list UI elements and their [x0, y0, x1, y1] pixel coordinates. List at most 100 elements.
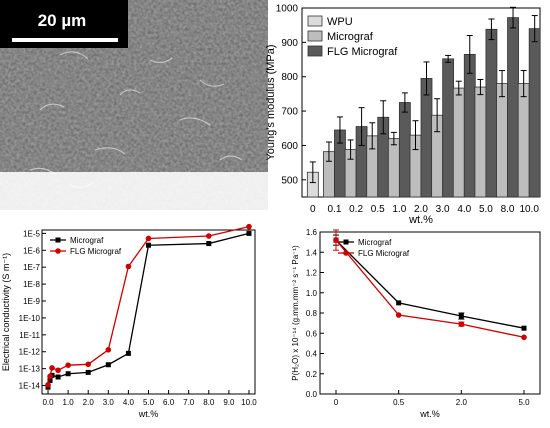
- permeability-chart: 0.0 0.2 0.4 0.6 0.8 1.0 1.2 1.4 1.6 0 0.5 2.0 5.0 wt.…: [291, 228, 541, 419]
- bar: [517, 83, 530, 198]
- y-tick-label: 1.0: [306, 289, 318, 298]
- data-point: [125, 350, 131, 356]
- data-point: [206, 241, 212, 247]
- bar: [496, 83, 508, 198]
- y-tick-label: 1E-8: [23, 280, 40, 289]
- data-point: [49, 365, 55, 371]
- sem-micrograph-image: 20 µm: [0, 0, 268, 210]
- x-tick-label: 7.0: [183, 398, 195, 407]
- bar: [528, 28, 541, 198]
- x-tick-label: 5.0: [479, 204, 493, 215]
- y-tick-label: 1000: [276, 4, 299, 15]
- bar: [463, 53, 476, 198]
- data-point: [246, 230, 252, 236]
- x-tick-label: 0: [334, 398, 339, 407]
- y-tick-label: 0.4: [306, 350, 318, 359]
- data-point: [55, 374, 61, 380]
- x-tick-label: 3.0: [103, 398, 115, 407]
- data-point: [146, 242, 151, 248]
- y-tick-label: 500: [281, 175, 298, 186]
- data-point: [65, 362, 71, 368]
- bar: [474, 86, 487, 198]
- y-tick-label: 1E-14: [19, 382, 41, 391]
- x-tick-label: 5.0: [143, 398, 155, 407]
- x-axis-label: wt.%: [138, 409, 159, 419]
- y-axis-label: P(H₂O) x 10⁻¹⁴ (g.mm.mm⁻² s⁻¹ Pa⁻¹): [291, 245, 300, 381]
- bar: [452, 87, 465, 198]
- x-tick-label: 0.2: [349, 204, 363, 215]
- x-tick-label: 0: [310, 204, 316, 215]
- scale-bar: [12, 38, 118, 42]
- legend-label: FLG Micrograf: [327, 46, 398, 58]
- y-tick-label: 1.2: [306, 269, 318, 278]
- series-line: [335, 239, 525, 338]
- youngs-modulus-chart: 500 600 700 800 900 1000 0 0.1 0.2 0.5 1.0 2.0 3.0 4.…: [265, 4, 541, 226]
- x-tick-label: 2.0: [83, 398, 95, 407]
- x-tick-label: 0.1: [328, 204, 342, 215]
- y-tick-label: 1E-11: [19, 331, 40, 340]
- y-tick-label: 1E-5: [23, 229, 40, 238]
- y-tick-label: 1E-13: [19, 365, 41, 374]
- y-tick-label: 0.8: [306, 309, 318, 318]
- legend-swatch: [307, 15, 323, 27]
- x-tick-label: 0.5: [371, 204, 385, 215]
- y-tick-label: 1E-6: [23, 246, 40, 255]
- bar: [387, 138, 400, 198]
- y-tick-label: 0.0: [306, 390, 318, 399]
- bar: [507, 17, 519, 198]
- legend-label: WPU: [327, 16, 353, 28]
- data-point: [333, 237, 339, 243]
- x-tick-label: 10.0: [241, 398, 257, 407]
- y-tick-label: 800: [281, 72, 298, 83]
- y-axis-label: Electrical conductivity (S m⁻¹): [1, 253, 11, 371]
- data-point: [145, 235, 152, 242]
- x-tick-label: 8.0: [501, 204, 515, 215]
- data-point: [85, 361, 92, 368]
- y-tick-label: 900: [281, 38, 298, 49]
- y-tick-label: 1E-9: [23, 297, 40, 306]
- sem-micrograph: 20 µm: [0, 0, 268, 210]
- x-tick-label: 0.5: [393, 398, 405, 407]
- y-tick-label: 1E-10: [19, 314, 41, 323]
- y-tick-label: 1E-12: [19, 348, 41, 357]
- x-axis-label: wt.%: [419, 409, 440, 419]
- y-tick-label: 700: [281, 107, 298, 118]
- data-point: [105, 347, 112, 353]
- data-point: [246, 223, 252, 230]
- x-tick-label: 9.0: [223, 398, 235, 407]
- data-point: [458, 321, 465, 327]
- bar: [420, 78, 433, 198]
- legend-marker: [55, 237, 61, 243]
- x-tick-label: 1.0: [63, 398, 75, 407]
- y-tick-label: 1.6: [306, 228, 318, 237]
- data-point: [205, 233, 212, 239]
- legend-swatch: [307, 45, 323, 57]
- x-tick-label: 5.0: [518, 398, 530, 407]
- data-point: [521, 325, 527, 331]
- y-tick-label: 0.6: [306, 329, 318, 338]
- y-tick-label: 600: [281, 141, 298, 152]
- data-point: [396, 300, 402, 306]
- legend-marker: [343, 239, 349, 245]
- data-point: [45, 382, 51, 388]
- data-point: [47, 377, 53, 383]
- x-tick-label: 1.0: [392, 204, 406, 215]
- conductivity-chart: 1E-14 1E-13 1E-12 1E-11 1E-10 1E-9 1E-8 1E-7 1E-…: [1, 223, 257, 419]
- scale-bar-label: 20 µm: [38, 11, 87, 30]
- series-line: [335, 239, 525, 329]
- x-tick-label: 6.0: [163, 398, 175, 407]
- data-point: [125, 263, 132, 270]
- data-point: [458, 313, 464, 319]
- x-axis-label: wt.%: [408, 214, 433, 226]
- x-tick-label: 8.0: [203, 398, 215, 407]
- bar: [398, 102, 411, 198]
- y-tick-label: 0.2: [306, 370, 318, 379]
- legend-marker: [55, 248, 61, 254]
- legend-label: FLG Micrograf: [70, 247, 122, 256]
- data-point: [47, 373, 53, 380]
- y-tick-label: 1.4: [306, 248, 318, 257]
- legend-label: Micrograf: [358, 238, 392, 247]
- data-point: [65, 371, 71, 377]
- x-tick-label: 2.0: [414, 204, 428, 215]
